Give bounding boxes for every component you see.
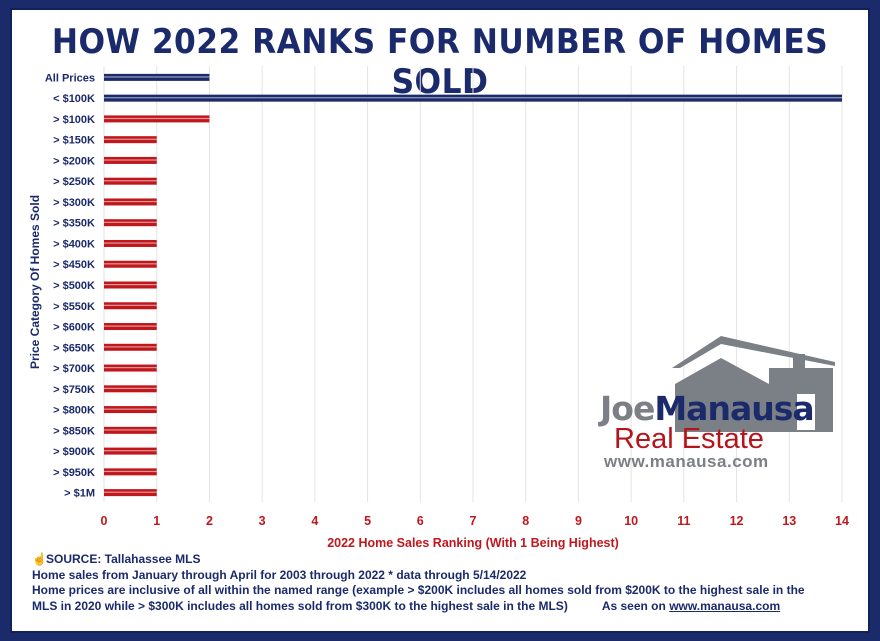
source-text: SOURCE: Tallahassee MLS: [46, 552, 201, 566]
bar-highlight-3: [104, 138, 157, 140]
bar-highlight-17: [104, 429, 157, 431]
y-tick-label: > $500K: [53, 280, 95, 292]
y-tick-label: > $950K: [53, 467, 95, 479]
x-tick-label: 13: [782, 514, 796, 528]
footer-line1: Home sales from January through April fo…: [32, 567, 527, 582]
y-tick-label: > $100K: [53, 114, 95, 126]
x-tick-label: 8: [522, 514, 529, 528]
y-tick-labels: All Prices < $100K > $100K > $150K > $200K > …: [45, 72, 95, 499]
bar-highlight-11: [104, 304, 157, 306]
y-tick-label: > $800K: [53, 405, 95, 417]
bar-highlight-8: [104, 242, 157, 244]
x-tick-label: 2: [206, 514, 213, 528]
y-axis-label: Price Category Of Homes Sold: [28, 194, 42, 370]
website-link[interactable]: www.manausa.com: [669, 598, 781, 613]
bar-highlight-20: [104, 491, 157, 493]
bars: [104, 73, 842, 497]
x-tick-label: 11: [677, 514, 690, 528]
x-tick-labels: 0 1 2 3 4 5 6 7 8 9 10 11 12 13 14: [101, 514, 849, 528]
x-tick-label: 10: [624, 514, 638, 528]
x-tick-label: 5: [364, 514, 371, 528]
x-tick-label: 12: [730, 514, 744, 528]
bar-highlight-4: [104, 159, 157, 161]
bar-highlight-13: [104, 346, 157, 348]
bar-highlight-6: [104, 200, 157, 203]
x-tick-label: 7: [470, 514, 477, 528]
bar-highlight-15: [104, 387, 157, 390]
y-tick-label: > $550K: [53, 301, 95, 313]
y-tick-label: > $750K: [53, 384, 95, 396]
chart-frame: [10, 8, 870, 633]
x-tick-label: 9: [575, 514, 582, 528]
bar-highlight-12: [104, 325, 157, 327]
hand-pointer-icon: ☝: [32, 552, 47, 566]
bar-highlight-14: [104, 367, 157, 369]
footer: ☝SOURCE: Tallahassee MLS Home sales from…: [32, 552, 805, 614]
x-tick-label: 6: [417, 514, 424, 528]
y-tick-label: > $850K: [53, 425, 95, 437]
logo-wordmark: JoeManausa: [600, 389, 815, 428]
y-tick-label: > $900K: [53, 446, 95, 458]
y-tick-label: > $300K: [53, 197, 95, 209]
y-tick-label: > $600K: [53, 322, 95, 334]
y-tick-label: > $150K: [53, 135, 95, 147]
house-logo-icon: [672, 336, 835, 432]
bar-highlight-10: [104, 284, 157, 286]
seen-on-text: As seen on: [601, 598, 666, 613]
x-axis-label: 2022 Home Sales Ranking (With 1 Being Hi…: [327, 536, 619, 550]
y-tick-label: > $450K: [53, 259, 95, 271]
x-tick-label: 3: [259, 514, 266, 528]
x-tick-label: 0: [101, 514, 108, 528]
bar-highlight-16: [104, 408, 157, 410]
bar-highlight-19: [104, 470, 157, 473]
x-tick-label: 1: [153, 514, 160, 528]
bar-highlight-9: [104, 263, 157, 265]
bar-highlight-7: [104, 221, 157, 223]
bar-highlight-18: [104, 450, 157, 452]
logo-joe: Joe: [600, 389, 655, 428]
y-tick-label: > $400K: [53, 238, 95, 250]
y-tick-label: > $1M: [64, 488, 95, 500]
y-tick-label: > $250K: [53, 176, 95, 188]
y-tick-label: > $200K: [53, 155, 95, 167]
logo-url: www.manausa.com: [604, 452, 769, 471]
x-tick-label: 14: [835, 514, 849, 528]
y-tick-label: All Prices: [45, 72, 95, 84]
logo-manausa: Manausa: [654, 389, 814, 428]
y-tick-label: > $350K: [53, 218, 95, 230]
bar-highlight-5: [104, 180, 157, 182]
y-tick-label: > $700K: [53, 363, 95, 375]
logo-real-estate: Real Estate: [614, 423, 764, 455]
footer-line3: MLS in 2020 while > $300K includes all h…: [32, 598, 568, 613]
x-tick-label: 4: [311, 514, 318, 528]
footer-line2: Home prices are inclusive of all within …: [32, 583, 805, 597]
y-tick-label: > $650K: [53, 342, 95, 354]
bar-highlight-1: [104, 97, 842, 99]
bar-highlight-2: [104, 117, 210, 120]
y-tick-label: < $100K: [53, 93, 95, 105]
bar-highlight-0: [104, 76, 210, 78]
